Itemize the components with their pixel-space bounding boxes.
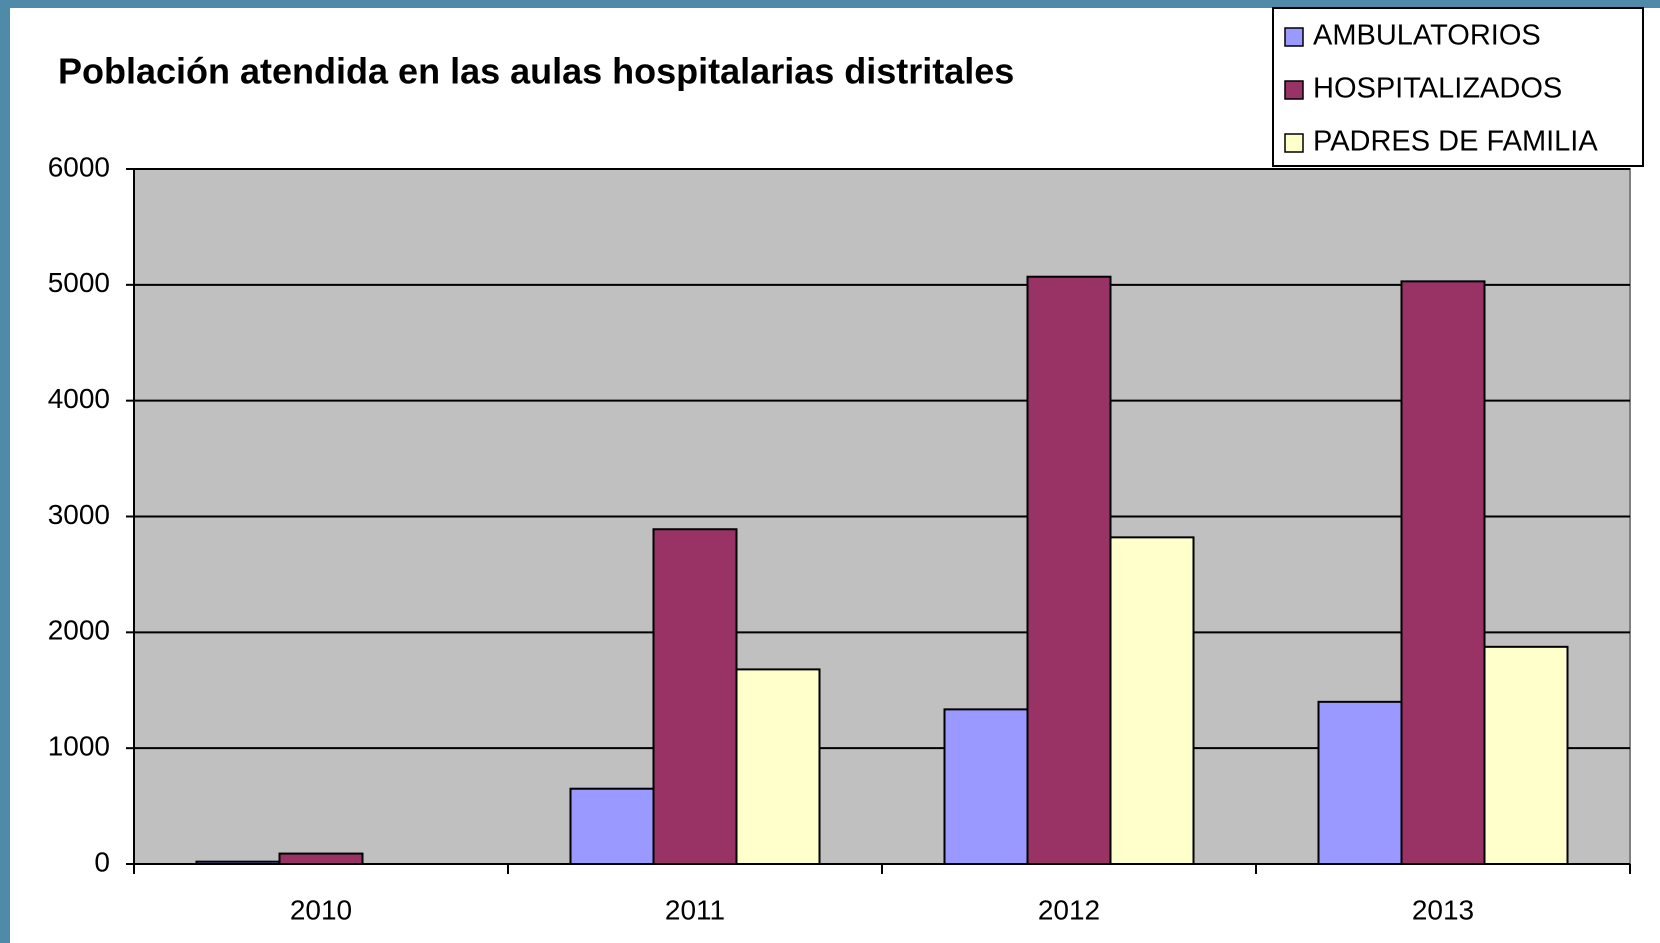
x-tick-label: 2011 — [665, 894, 725, 925]
y-tick-label: 2000 — [48, 615, 110, 646]
legend-label: HOSPITALIZADOS — [1313, 73, 1562, 105]
bar — [735, 668, 821, 866]
bar — [943, 708, 1029, 865]
x-tick-label: 2010 — [290, 894, 352, 925]
bar — [652, 528, 738, 865]
y-tick-label: 1000 — [48, 731, 110, 762]
bar — [1317, 700, 1403, 865]
y-tick-label: 5000 — [48, 267, 110, 298]
bar — [1483, 645, 1569, 865]
bar — [1026, 275, 1112, 866]
bar — [278, 852, 364, 866]
y-tick-label: 3000 — [48, 499, 110, 530]
legend-label: PADRES DE FAMILIA — [1313, 126, 1598, 158]
bar — [569, 787, 655, 865]
y-tick-label: 4000 — [48, 383, 110, 414]
legend-swatch — [1284, 80, 1304, 100]
legend-label: AMBULATORIOS — [1313, 20, 1541, 52]
bar — [1109, 536, 1195, 865]
legend-swatch — [1284, 27, 1304, 47]
x-tick-label: 2013 — [1412, 894, 1474, 925]
bar — [1400, 280, 1486, 865]
x-tick-label: 2012 — [1038, 894, 1100, 925]
legend-box — [1272, 7, 1644, 167]
y-tick-label: 6000 — [48, 151, 110, 182]
legend-swatch — [1284, 133, 1304, 153]
chart-title: Población atendida en las aulas hospital… — [58, 51, 1014, 92]
y-tick-label: 0 — [94, 846, 110, 877]
